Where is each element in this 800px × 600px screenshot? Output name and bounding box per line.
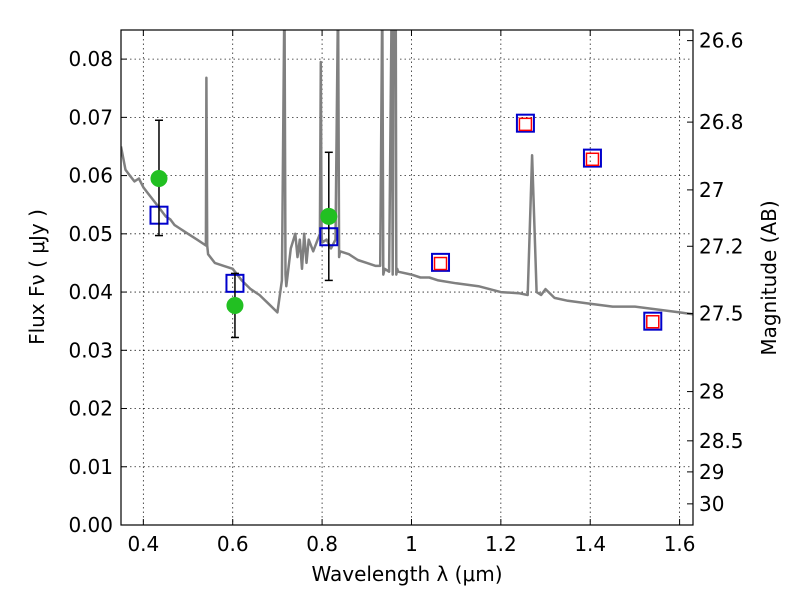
y2-tick-label: 26.8 [699,110,744,134]
x-tick-label: 1.2 [485,532,517,556]
observed-flux-point [320,207,338,225]
y2-axis-label: Magnitude (AB) [757,200,781,355]
series-layer [121,30,693,316]
x-tick-label: 0.4 [127,532,159,556]
x-tick-label: 1 [405,532,418,556]
y-tick-label: 0.04 [68,280,113,304]
y-tick-label: 0.02 [68,397,113,421]
x-tick-label: 1.6 [664,532,696,556]
marker-layer [149,113,663,339]
observed-upper-bound-square [646,315,660,329]
y2-tick-label: 27.2 [699,234,744,258]
y-tick-label: 0.07 [68,105,113,129]
model-sed-line [121,30,693,316]
y2-tick-label: 28 [699,380,724,404]
y2-tick-label: 27.5 [699,302,744,326]
y-tick-label: 0.06 [68,164,113,188]
y-tick-label: 0.05 [68,222,113,246]
y-tick-label: 0.01 [68,455,113,479]
plot-frame [120,29,694,526]
x-axis-label: Wavelength λ (μm) [311,562,502,586]
y-tick-label: 0.03 [68,338,113,362]
y2-tick-label: 28.5 [699,429,744,453]
tick-layer: 0.4 0.6 0.8 1 1.2 1.4 1.6 0.00 0.01 0.02 0.03 0.04 0… [68,29,743,556]
observed-upper-bound-square [433,256,448,271]
grid-lines [121,30,693,526]
observed-flux-point [150,170,168,187]
observed-flux-point [226,296,244,314]
y2-tick-label: 29 [699,460,724,484]
y2-tick-label: 30 [699,492,724,516]
model-photometry-square [515,113,535,133]
y2-tick-label: 27 [699,178,724,202]
observed-upper-bound-square [518,117,533,132]
observed-upper-bound-square [585,152,600,167]
model-photometry-square [582,148,602,168]
y-tick-label: 0.00 [68,513,113,537]
x-tick-label: 0.8 [306,532,338,556]
y-axis-label: Flux Fν ( μJy ) [25,209,49,345]
model-photometry-square [431,252,451,272]
y2-tick-label: 26.6 [699,29,744,53]
x-tick-label: 1.4 [574,532,606,556]
x-tick-label: 0.6 [217,532,249,556]
y-tick-label: 0.08 [68,47,113,71]
model-photometry-square [643,311,663,331]
